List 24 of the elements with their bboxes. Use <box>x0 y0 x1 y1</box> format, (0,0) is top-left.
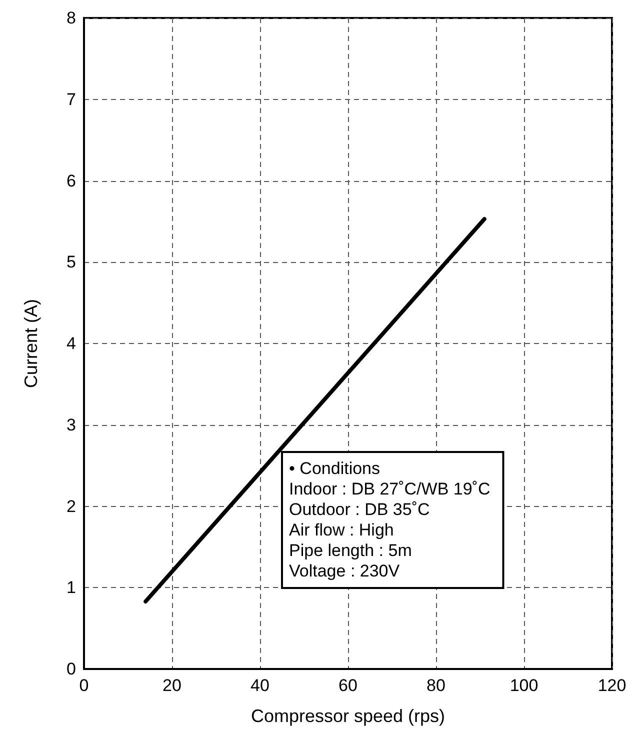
annotation: Pipe length : 5m <box>289 540 412 560</box>
y-tick-label: 2 <box>66 496 76 516</box>
x-axis-title: Compressor speed (rps) <box>250 706 446 726</box>
y-tick-label: 1 <box>66 578 76 598</box>
y-tick-label: 5 <box>66 252 76 272</box>
y-tick-label: 7 <box>66 90 76 109</box>
annotation: Outdoor : DB 35˚C <box>289 500 430 519</box>
x-tick-label: 80 <box>426 676 446 695</box>
y-tick-label: 8 <box>66 8 76 28</box>
x-tick-label: 60 <box>338 676 358 695</box>
annotation: Voltage : 230V <box>289 561 400 580</box>
annotation: Indoor : DB 27˚C/WB 19˚C <box>289 479 490 498</box>
y-tick-label: 4 <box>66 334 76 353</box>
y-axis-title: Current (A) <box>21 298 41 388</box>
x-tick-label: 100 <box>510 676 538 695</box>
x-tick-label: 20 <box>162 676 182 695</box>
y-tick-label: 3 <box>66 415 76 434</box>
x-tick-label: 120 <box>598 676 626 695</box>
annotation: Air flow : High <box>289 520 394 540</box>
annotation: • Conditions <box>289 458 380 478</box>
y-tick-label: 0 <box>66 660 76 678</box>
y-tick-label: 6 <box>66 171 76 190</box>
x-tick-label: 0 <box>79 676 89 695</box>
x-tick-label: 40 <box>250 676 270 695</box>
